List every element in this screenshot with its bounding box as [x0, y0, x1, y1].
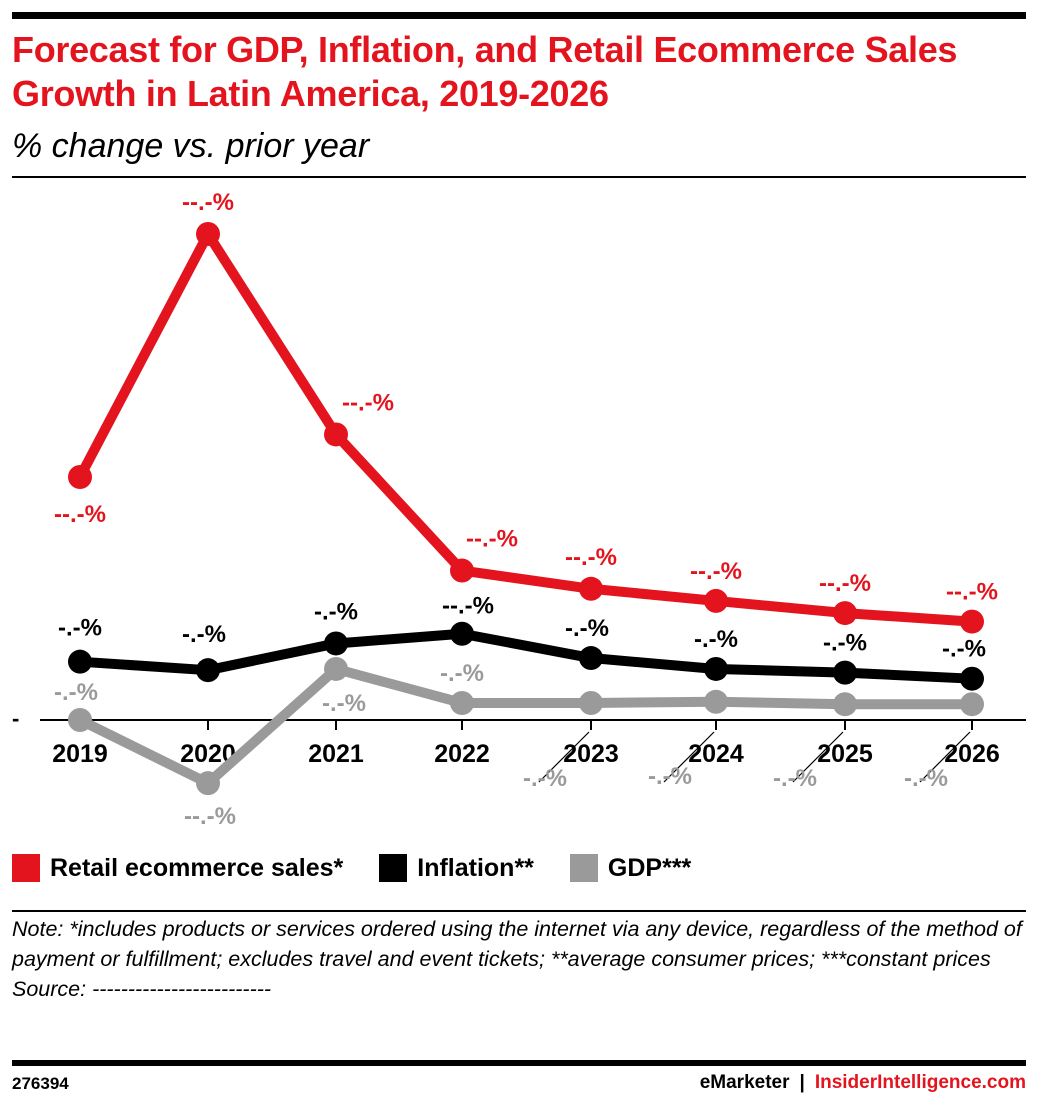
brand-site: InsiderIntelligence.com: [814, 1072, 1026, 1093]
data-label: -.-%: [523, 765, 567, 792]
data-label: -.-%: [648, 763, 692, 790]
data-label: -.-%: [565, 615, 609, 642]
data-point: [196, 658, 220, 683]
data-label: -.-%: [314, 598, 358, 625]
legend-label-gdp: GDP***: [607, 853, 692, 882]
data-point: [196, 771, 220, 796]
chart-note: Note: *includes products or services ord…: [12, 914, 1026, 1004]
x-tick-label: 2019: [52, 740, 108, 768]
data-label: --.-%: [184, 803, 236, 830]
data-label: -.-%: [440, 660, 484, 687]
data-point: [960, 666, 984, 691]
data-point: [196, 222, 220, 246]
x-tick-label: 2021: [308, 740, 364, 768]
data-point: [68, 649, 92, 674]
line-chart: -2019 2020 2021 2022 2023 2024 2025 2026--.-%--…: [12, 189, 1026, 830]
data-label: -.-%: [322, 690, 366, 717]
data-point: [324, 656, 348, 681]
data-point: [450, 690, 474, 715]
data-label: --.-%: [342, 389, 394, 416]
chart-subtitle: % change vs. prior year: [12, 127, 370, 165]
data-label: -.-%: [904, 765, 948, 792]
data-label: -.-%: [773, 765, 817, 792]
series-line: [75, 663, 977, 789]
legend-item-retail: Retail ecommerce sales*: [12, 854, 343, 883]
data-point: [960, 692, 984, 717]
data-label: -.-%: [58, 615, 102, 642]
data-label: --.-%: [565, 544, 617, 571]
brand-separator: |: [799, 1072, 805, 1093]
data-point: [579, 646, 603, 671]
data-label: --.-%: [442, 593, 494, 620]
data-point: [960, 609, 984, 634]
series-line: [75, 229, 977, 627]
data-point: [68, 708, 92, 732]
data-point: [704, 656, 728, 681]
data-point: [450, 621, 474, 646]
data-point: [450, 558, 474, 583]
legend-label-retail: Retail ecommerce sales*: [50, 853, 344, 882]
data-label: -.-%: [182, 621, 226, 648]
data-point: [704, 588, 728, 613]
data-point: [579, 576, 603, 601]
data-point: [833, 660, 857, 685]
note-text: Note: *includes products or services ord…: [12, 917, 1022, 971]
data-label: --.-%: [819, 570, 871, 597]
brand-emarketer: eMarketer: [699, 1072, 790, 1093]
data-label: --.-%: [466, 526, 518, 553]
chart-title: Forecast for GDP, Inflation, and Retail …: [12, 29, 958, 114]
y-tick-label-zero: -: [12, 706, 19, 731]
data-label: -.-%: [823, 630, 867, 657]
data-label: -.-%: [694, 626, 738, 653]
legend: Retail ecommerce sales* Inflation** GDP*…: [12, 850, 727, 886]
x-tick-label: 2025: [817, 740, 873, 768]
label-leader-line: [792, 731, 844, 783]
data-label: -.-%: [54, 679, 98, 706]
x-tick-label: 2022: [434, 740, 490, 768]
footer-brand: eMarketer | InsiderIntelligence.com: [700, 1072, 1026, 1094]
footer-rule: [12, 1060, 1026, 1066]
data-point: [68, 465, 92, 489]
data-label: --.-%: [946, 579, 998, 606]
legend-item-inflation: Inflation**: [379, 854, 534, 883]
label-leader-line: [663, 731, 715, 783]
legend-divider: [12, 910, 1026, 912]
data-point: [833, 601, 857, 626]
x-tick-label: 2023: [563, 740, 619, 768]
label-leader-line: [538, 731, 590, 783]
chart-id: 276394: [12, 1074, 69, 1093]
legend-item-gdp: GDP***: [569, 853, 692, 883]
x-tick-label: 2024: [688, 740, 744, 768]
legend-swatch-inflation: [379, 854, 408, 882]
data-point: [704, 689, 728, 714]
data-label: --.-%: [182, 189, 234, 216]
source-text: Source: -------------------------: [12, 977, 272, 1001]
title-divider: [12, 176, 1026, 178]
series-line: [75, 628, 977, 684]
legend-swatch-retail: [12, 854, 40, 882]
data-point: [579, 690, 603, 715]
legend-label-inflation: Inflation**: [417, 853, 534, 882]
data-point: [833, 692, 857, 717]
data-point: [324, 422, 348, 447]
data-label: --.-%: [690, 558, 742, 585]
label-leader-line: [919, 731, 971, 783]
top-rule: [12, 12, 1026, 19]
x-tick-label: 2026: [944, 740, 1000, 768]
data-label: --.-%: [54, 501, 106, 528]
legend-swatch-gdp: [569, 854, 598, 882]
data-label: -.-%: [942, 636, 986, 663]
data-point: [324, 631, 348, 656]
